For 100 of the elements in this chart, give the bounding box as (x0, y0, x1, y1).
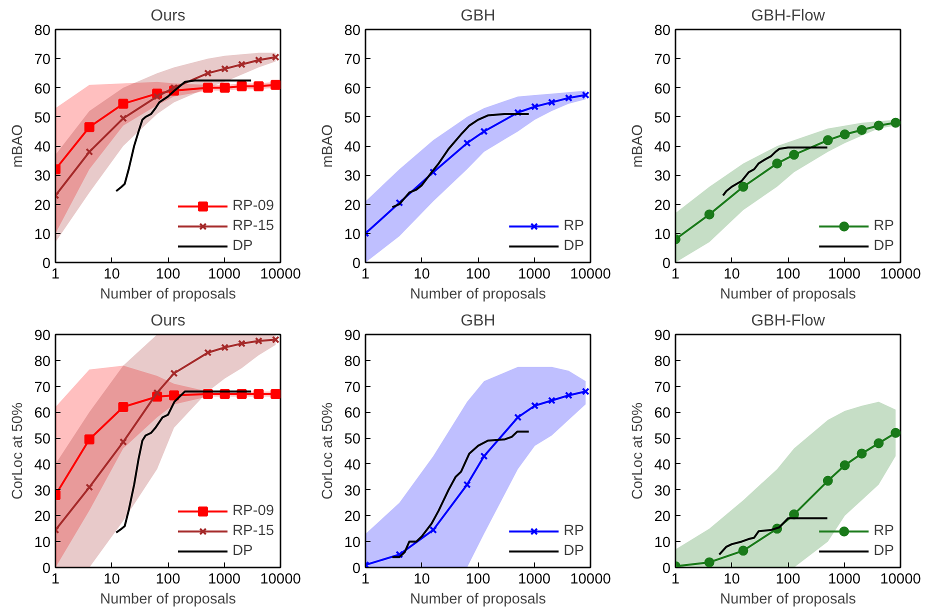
y-tick-label: 10 (654, 535, 671, 552)
x-tick-label: 1 (361, 266, 370, 282)
y-tick-label: 30 (34, 168, 51, 185)
y-tick-label: 20 (654, 198, 671, 214)
x-tick-label: 100 (776, 572, 800, 588)
y-tick-label: 10 (344, 226, 361, 243)
legend-label: DP (874, 238, 894, 254)
y-tick-label: 70 (344, 52, 361, 68)
y-tick-label: 40 (344, 457, 361, 474)
x-tick-label: 10 (724, 572, 740, 588)
y-tick-label: 50 (654, 432, 671, 448)
x-tick-label: 10 (414, 266, 430, 282)
y-tick-label: 20 (344, 509, 361, 526)
x-tick-label: 10000 (880, 572, 921, 588)
x-tick-label: 1 (51, 572, 60, 588)
y-axis-title: CorLoc at 50% (630, 402, 646, 500)
legend-label: RP (564, 523, 584, 539)
x-tick-label: 1000 (828, 266, 861, 282)
legend-label: RP-09 (232, 198, 274, 214)
x-tick-label: 100 (776, 266, 800, 282)
x-tick-label: 10 (104, 266, 120, 282)
y-tick-label: 50 (34, 110, 51, 126)
x-tick-label: 10000 (570, 266, 611, 282)
x-axis-title: Number of proposals (100, 592, 236, 608)
y-tick-label: 60 (344, 81, 361, 98)
x-tick-label: 1000 (828, 572, 861, 588)
y-tick-label: 70 (34, 380, 51, 396)
legend-label: RP-09 (232, 503, 274, 519)
chart-title: GBH-Flow (751, 8, 826, 24)
y-tick-label: 60 (654, 81, 671, 98)
x-axis-title: Number of proposals (100, 286, 236, 302)
y-tick-label: 30 (34, 483, 51, 500)
legend-label: DP (564, 543, 584, 559)
y-tick-label: 40 (654, 457, 671, 474)
y-tick-label: 60 (34, 81, 51, 98)
y-tick-label: 70 (654, 380, 671, 396)
x-axis-title: Number of proposals (720, 286, 856, 302)
x-tick-label: 1000 (518, 572, 551, 588)
x-tick-label: 1000 (208, 266, 241, 282)
legend-label: DP (232, 238, 253, 254)
y-tick-label: 50 (654, 110, 671, 126)
y-tick-label: 0 (352, 561, 361, 577)
y-tick-label: 20 (34, 509, 51, 526)
chart-title: Ours (150, 312, 186, 330)
y-axis-title: CorLoc at 50% (10, 402, 26, 500)
y-tick-label: 20 (34, 198, 51, 214)
y-tick-label: 80 (344, 23, 361, 39)
y-tick-label: 20 (654, 509, 671, 526)
y-tick-label: 60 (344, 406, 361, 422)
x-tick-label: 10 (104, 572, 120, 588)
y-tick-label: 0 (662, 256, 671, 272)
x-tick-label: 10000 (260, 572, 301, 588)
y-tick-label: 70 (654, 52, 671, 68)
y-tick-label: 40 (34, 140, 51, 156)
x-tick-label: 10000 (570, 572, 611, 588)
y-tick-label: 30 (344, 168, 361, 185)
x-tick-label: 10 (724, 266, 740, 282)
y-tick-label: 90 (344, 328, 361, 344)
x-tick-label: 10 (414, 572, 430, 588)
legend-label: RP (874, 523, 894, 539)
chart-title: Ours (150, 8, 186, 24)
x-tick-label: 1000 (518, 266, 551, 282)
x-tick-label: 100 (466, 266, 490, 282)
y-tick-label: 20 (344, 198, 361, 214)
y-tick-label: 10 (34, 535, 51, 552)
chart-title: GBH (460, 8, 496, 24)
x-tick-label: 100 (466, 572, 490, 588)
x-axis-title: Number of proposals (410, 286, 546, 302)
y-tick-label: 50 (344, 110, 361, 126)
y-tick-label: 30 (344, 483, 361, 500)
legend-label: DP (232, 543, 253, 559)
x-axis-title: Number of proposals (720, 592, 856, 608)
legend-label: RP (874, 218, 894, 234)
y-tick-label: 0 (662, 561, 671, 577)
y-tick-label: 0 (42, 256, 51, 272)
x-tick-label: 1 (361, 572, 370, 588)
y-axis-title: CorLoc at 50% (320, 402, 336, 500)
y-tick-label: 70 (344, 380, 361, 396)
chart-title: GBH-Flow (751, 312, 826, 330)
y-tick-label: 80 (654, 23, 671, 39)
y-tick-label: 0 (352, 256, 361, 272)
x-tick-label: 1 (51, 266, 60, 282)
y-tick-label: 40 (34, 457, 51, 474)
y-tick-label: 30 (654, 168, 671, 185)
y-tick-label: 80 (344, 354, 361, 370)
x-tick-label: 10000 (260, 266, 301, 282)
y-tick-label: 80 (34, 354, 51, 370)
x-tick-label: 100 (156, 266, 180, 282)
y-axis-title: mBAO (630, 124, 646, 168)
y-axis-title: mBAO (320, 124, 336, 168)
y-tick-label: 60 (654, 406, 671, 422)
x-axis-title: Number of proposals (410, 592, 546, 608)
y-tick-label: 40 (344, 140, 361, 156)
y-tick-label: 80 (34, 23, 51, 39)
y-tick-label: 10 (654, 226, 671, 243)
y-tick-label: 70 (34, 52, 51, 68)
y-tick-label: 90 (654, 328, 671, 344)
x-tick-label: 1000 (208, 572, 241, 588)
legend-label: RP-15 (232, 218, 274, 234)
y-tick-label: 30 (654, 483, 671, 500)
